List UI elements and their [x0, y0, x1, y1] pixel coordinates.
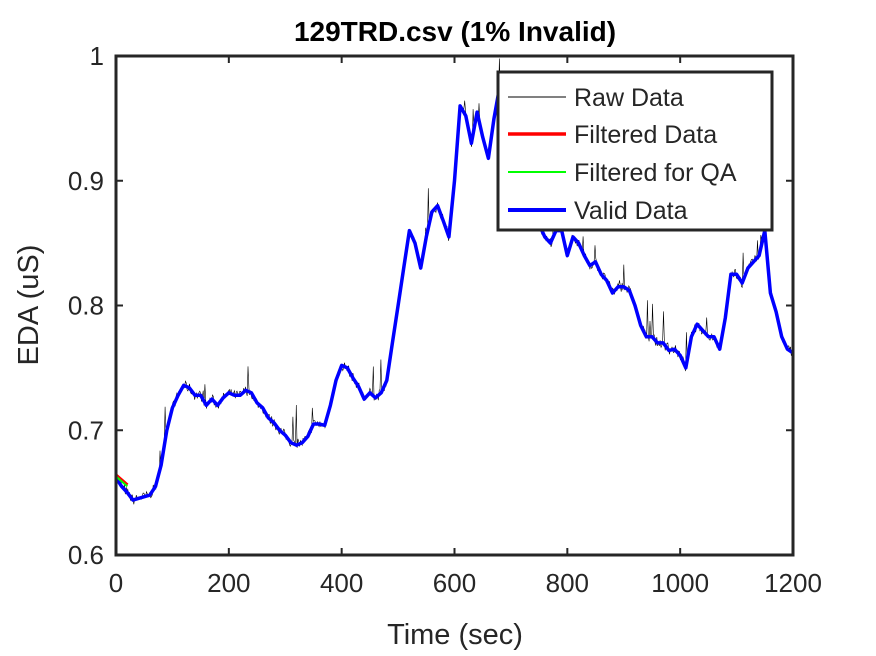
legend-label-valid-data: Valid Data — [574, 197, 688, 225]
legend-box — [496, 70, 774, 232]
x-tick-label-1: 200 — [207, 568, 250, 598]
x-tick-label-0: 0 — [109, 568, 123, 598]
legend-label-filtered-data: Filtered Data — [574, 121, 717, 149]
y-tick-label-3: 0.9 — [68, 166, 104, 196]
y-tick-label-4: 1 — [90, 41, 104, 71]
y-tick-label-0: 0.6 — [68, 540, 104, 570]
x-tick-label-4: 800 — [546, 568, 589, 598]
y-tick-label-2: 0.8 — [68, 291, 104, 321]
x-axis-label: Time (sec) — [387, 619, 523, 651]
x-tick-label-5: 1000 — [651, 568, 709, 598]
y-tick-label-1: 0.7 — [68, 415, 104, 445]
chart-title: 129TRD.csv (1% Invalid) — [294, 16, 616, 47]
series-layer — [114, 85, 794, 502]
legend-label-raw-data: Raw Data — [574, 84, 684, 112]
series-filtered-for-qa-line — [115, 475, 128, 488]
x-tick-label-6: 1200 — [764, 568, 822, 598]
legend-label-filtered-for-qa: Filtered for QA — [574, 159, 737, 187]
x-tick-label-3: 600 — [433, 568, 476, 598]
legend: Raw Data Filtered Data Filtered for QA V… — [496, 70, 774, 232]
ticks-layer: 0 200 400 600 800 1000 1200 0.6 0.7 0.8 0.9 1 — [68, 41, 822, 598]
y-axis-label: EDA (uS) — [13, 245, 45, 366]
series-valid-data-line — [114, 85, 794, 502]
x-tick-label-2: 400 — [320, 568, 363, 598]
